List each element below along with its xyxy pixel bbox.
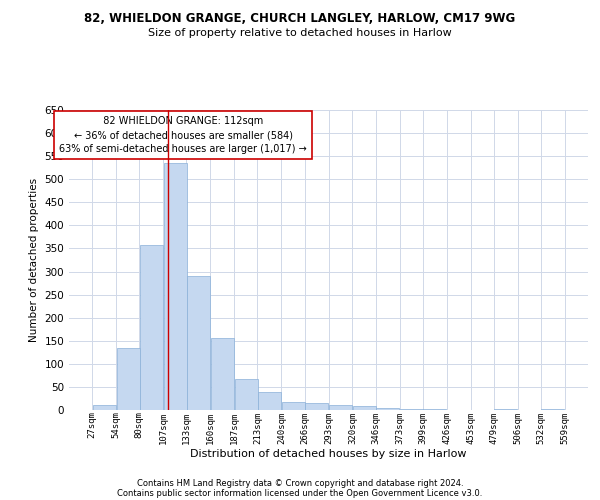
Text: Size of property relative to detached houses in Harlow: Size of property relative to detached ho…	[148, 28, 452, 38]
Text: Contains HM Land Registry data © Crown copyright and database right 2024.: Contains HM Land Registry data © Crown c…	[137, 478, 463, 488]
Text: 82 WHIELDON GRANGE: 112sqm  
← 36% of detached houses are smaller (584)
63% of s: 82 WHIELDON GRANGE: 112sqm ← 36% of deta…	[59, 116, 307, 154]
X-axis label: Distribution of detached houses by size in Harlow: Distribution of detached houses by size …	[190, 449, 467, 459]
Text: 82, WHIELDON GRANGE, CHURCH LANGLEY, HARLOW, CM17 9WG: 82, WHIELDON GRANGE, CHURCH LANGLEY, HAR…	[85, 12, 515, 26]
Bar	[329, 406, 352, 410]
Bar	[376, 408, 399, 410]
Bar	[305, 403, 328, 410]
Bar	[541, 408, 565, 410]
Bar	[353, 406, 376, 410]
Bar	[116, 348, 140, 410]
Bar	[140, 245, 163, 410]
Bar	[235, 379, 258, 410]
Bar	[187, 276, 210, 410]
Bar	[282, 402, 305, 410]
Y-axis label: Number of detached properties: Number of detached properties	[29, 178, 39, 342]
Bar	[494, 408, 517, 410]
Bar	[164, 163, 187, 410]
Bar	[92, 406, 116, 410]
Bar	[211, 338, 234, 410]
Bar	[258, 392, 281, 410]
Text: Contains public sector information licensed under the Open Government Licence v3: Contains public sector information licen…	[118, 488, 482, 498]
Bar	[400, 408, 423, 410]
Bar	[423, 408, 446, 410]
